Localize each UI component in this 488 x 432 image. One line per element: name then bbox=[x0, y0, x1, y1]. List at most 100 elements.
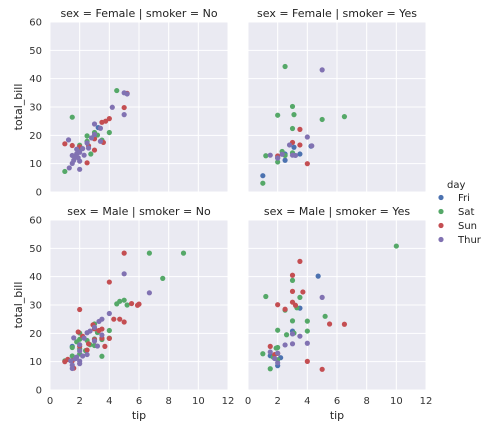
y-axis-title: total_bill bbox=[12, 84, 25, 131]
data-point-thur bbox=[69, 362, 75, 368]
data-point-sat bbox=[322, 313, 328, 319]
data-point-thur bbox=[275, 350, 281, 356]
x-axis-title: tip bbox=[132, 409, 146, 422]
y-tick-label: 50 bbox=[29, 46, 42, 57]
data-point-thur bbox=[88, 135, 95, 141]
data-point-sat bbox=[304, 328, 310, 334]
data-point-sat bbox=[114, 87, 120, 94]
data-point-sat bbox=[84, 133, 90, 139]
y-tick-label: 10 bbox=[29, 357, 42, 368]
x-tick-label: 0 bbox=[245, 396, 251, 407]
x-tick-label: 2 bbox=[274, 396, 280, 407]
data-point-sun bbox=[267, 343, 273, 349]
data-point-sun bbox=[297, 258, 303, 264]
x-axis-title: tip bbox=[330, 409, 344, 422]
data-point-thur bbox=[85, 145, 92, 151]
x-tick-label: 4 bbox=[304, 396, 310, 407]
data-point-sun bbox=[304, 358, 310, 364]
data-point-fri bbox=[260, 173, 266, 179]
data-point-sun bbox=[121, 250, 127, 256]
data-point-sat bbox=[275, 159, 281, 165]
data-point-sat bbox=[121, 297, 127, 303]
facet-title: sex = Female | smoker = No bbox=[60, 7, 217, 20]
data-point-thur bbox=[91, 121, 98, 127]
data-point-sun bbox=[106, 335, 112, 342]
x-tick-label: 4 bbox=[106, 396, 112, 407]
data-point-thur bbox=[77, 348, 83, 354]
data-point-sat bbox=[393, 243, 399, 249]
facet-panel-4: sex = Male | smoker = Yes 0 2 4 6 8 10 12 tip bbox=[245, 205, 433, 422]
data-point-thur bbox=[121, 112, 127, 118]
data-point-sun bbox=[289, 288, 296, 294]
data-point-sun bbox=[117, 316, 123, 322]
y-tick-label: 50 bbox=[29, 244, 42, 255]
data-point-thur bbox=[297, 333, 303, 339]
data-point-sat bbox=[88, 151, 94, 157]
y-tick-label: 0 bbox=[36, 188, 42, 199]
data-point-sat bbox=[69, 114, 75, 120]
facet-title: sex = Male | smoker = No bbox=[67, 205, 211, 218]
data-point-thur bbox=[292, 152, 299, 159]
data-point-thur bbox=[84, 140, 90, 146]
data-point-sat bbox=[263, 153, 269, 159]
data-point-thur bbox=[87, 328, 93, 334]
data-point-sat bbox=[289, 277, 296, 283]
x-tick-label: 6 bbox=[334, 396, 340, 407]
data-point-thur bbox=[77, 358, 83, 364]
legend-marker-thur bbox=[438, 236, 444, 243]
facet-panel-1: sex = Female | smoker = No 0 10 20 30 40 50 60 t… bbox=[12, 7, 229, 199]
data-point-thur bbox=[96, 318, 102, 325]
y-tick-label: 10 bbox=[29, 159, 42, 170]
data-point-sat bbox=[289, 318, 296, 324]
x-tick-label: 6 bbox=[136, 396, 142, 407]
data-point-sat bbox=[275, 112, 281, 118]
x-tick-label: 8 bbox=[165, 396, 171, 407]
data-point-sun bbox=[136, 301, 142, 307]
data-point-sun bbox=[84, 347, 90, 353]
data-point-sat bbox=[62, 168, 68, 175]
facet-panel-2: sex = Female | smoker = Yes bbox=[247, 7, 427, 193]
data-point-thur bbox=[68, 358, 74, 364]
data-point-thur bbox=[81, 152, 87, 158]
data-point-sun bbox=[103, 118, 109, 124]
data-point-thur bbox=[275, 360, 281, 366]
x-tick-label: 2 bbox=[76, 396, 82, 407]
data-point-sun bbox=[84, 160, 90, 166]
data-point-sun bbox=[326, 321, 333, 327]
y-tick-label: 40 bbox=[29, 272, 42, 283]
data-point-thur bbox=[319, 67, 325, 73]
legend-label-thur: Thur bbox=[457, 235, 482, 246]
y-tick-label: 60 bbox=[29, 216, 42, 227]
data-point-sun bbox=[275, 302, 281, 308]
data-point-sun bbox=[289, 299, 296, 305]
data-point-sun bbox=[106, 279, 112, 285]
data-point-thur bbox=[121, 271, 127, 277]
data-point-sat bbox=[341, 114, 348, 120]
data-point-sat bbox=[160, 275, 166, 281]
data-point-sat bbox=[297, 294, 303, 300]
data-point-sun bbox=[85, 341, 92, 347]
data-point-sat bbox=[282, 63, 288, 70]
data-point-sun bbox=[62, 141, 68, 147]
data-point-thur bbox=[124, 91, 130, 97]
data-point-sat bbox=[124, 302, 130, 308]
data-point-sat bbox=[304, 318, 310, 324]
data-point-sat bbox=[275, 327, 281, 333]
legend-label-sat: Sat bbox=[458, 207, 474, 218]
data-point-sat bbox=[99, 353, 105, 359]
x-tick-label: 12 bbox=[420, 396, 433, 407]
y-tick-label: 20 bbox=[29, 131, 42, 142]
data-point-sat bbox=[319, 116, 325, 123]
data-point-sun bbox=[96, 327, 102, 334]
data-point-sat bbox=[106, 129, 112, 136]
data-point-thur bbox=[84, 351, 90, 358]
data-point-thur bbox=[106, 310, 112, 317]
data-point-thur bbox=[309, 143, 315, 149]
data-point-sun bbox=[341, 321, 348, 327]
data-point-thur bbox=[99, 332, 105, 338]
data-point-thur bbox=[80, 353, 86, 359]
y-tick-label: 60 bbox=[29, 18, 42, 29]
data-point-thur bbox=[267, 152, 273, 158]
y-tick-label: 30 bbox=[29, 103, 42, 114]
